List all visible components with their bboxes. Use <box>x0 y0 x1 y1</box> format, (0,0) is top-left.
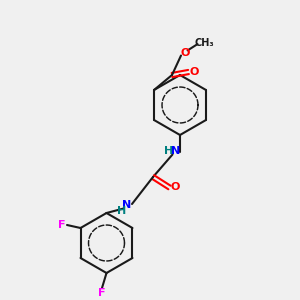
Text: F: F <box>58 220 66 230</box>
Text: O: O <box>180 47 190 58</box>
Text: N: N <box>122 200 131 211</box>
Text: H: H <box>117 206 126 216</box>
Text: F: F <box>98 288 106 298</box>
Text: N: N <box>172 146 181 156</box>
Text: H: H <box>164 146 173 156</box>
Text: O: O <box>189 67 199 77</box>
Text: CH₃: CH₃ <box>194 38 214 48</box>
Text: O: O <box>170 182 180 193</box>
